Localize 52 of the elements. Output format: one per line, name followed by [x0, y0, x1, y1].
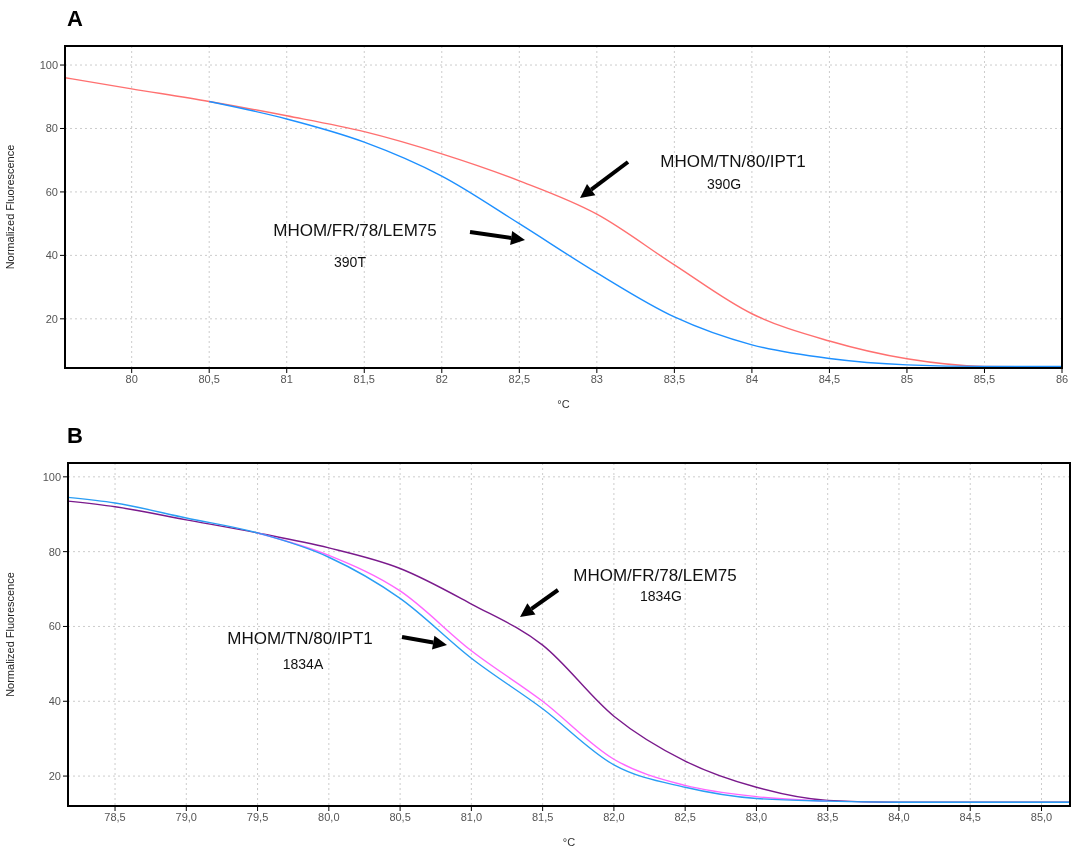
- x-tick-label: 79,5: [246, 810, 269, 823]
- chart-title: A: [67, 6, 83, 31]
- x-tick-label: 83,5: [663, 372, 686, 385]
- y-tick-label: 80: [48, 545, 61, 558]
- y-tick-label: 100: [42, 470, 61, 483]
- x-tick-label: 80,5: [389, 810, 411, 823]
- x-tick-label: 81,5: [531, 810, 554, 823]
- x-tick-label: 83,0: [745, 810, 768, 823]
- x-tick-label: 81: [280, 372, 293, 385]
- chart-title: B: [67, 423, 83, 448]
- annotation: MHOM/TN/80/IPT1: [227, 629, 373, 649]
- y-tick-label: 100: [39, 58, 58, 71]
- y-tick-label: 60: [48, 620, 61, 633]
- annotation: MHOM/FR/78/LEM75: [573, 566, 737, 586]
- x-tick-label: 82: [435, 372, 448, 385]
- x-tick-label: 86: [1055, 372, 1069, 385]
- annotation: 1834A: [282, 655, 324, 672]
- y-axis-title: Normalized Fluorescence: [3, 572, 16, 697]
- annotation: MHOM/TN/80/IPT1: [660, 152, 806, 172]
- y-tick-label: 80: [45, 122, 58, 135]
- y-tick-label: 40: [45, 249, 58, 262]
- x-tick-label: 78,5: [104, 810, 126, 823]
- x-tick-label: 85,5: [973, 372, 996, 385]
- x-tick-label: 80,0: [318, 810, 340, 823]
- x-tick-label: 84,5: [959, 810, 981, 823]
- y-tick-label: 20: [48, 769, 61, 782]
- annotation: 390G: [706, 175, 742, 192]
- y-tick-label: 40: [48, 695, 61, 708]
- x-tick-label: 81,5: [353, 372, 375, 385]
- x-tick-label: 85: [900, 372, 914, 385]
- x-tick-label: 84: [745, 372, 759, 385]
- x-tick-label: 82,5: [508, 372, 531, 385]
- y-tick-label: 20: [45, 312, 58, 325]
- x-tick-label: 83,5: [816, 810, 839, 823]
- y-axis-title: Normalized Fluorescence: [3, 144, 16, 270]
- x-tick-label: 84,0: [888, 810, 910, 823]
- x-tick-label: 81,0: [460, 810, 483, 823]
- x-tick-label: 84,5: [818, 372, 841, 385]
- x-tick-label: 82,0: [603, 810, 625, 823]
- x-tick-label: 83: [590, 372, 603, 385]
- annotation: MHOM/FR/78/LEM75: [273, 221, 437, 241]
- x-tick-label: 79,0: [175, 810, 198, 823]
- x-tick-label: 82,5: [674, 810, 696, 823]
- x-tick-label: 80,5: [198, 372, 220, 385]
- x-axis-title: °C: [557, 398, 570, 410]
- annotation: 390T: [334, 253, 367, 270]
- line-series: [208, 100, 1062, 368]
- x-tick-label: 80: [125, 372, 138, 385]
- y-tick-label: 60: [45, 185, 58, 198]
- x-axis-title: °C: [562, 836, 576, 846]
- annotation: 1834G: [639, 587, 683, 604]
- x-tick-label: 85,0: [1030, 810, 1053, 823]
